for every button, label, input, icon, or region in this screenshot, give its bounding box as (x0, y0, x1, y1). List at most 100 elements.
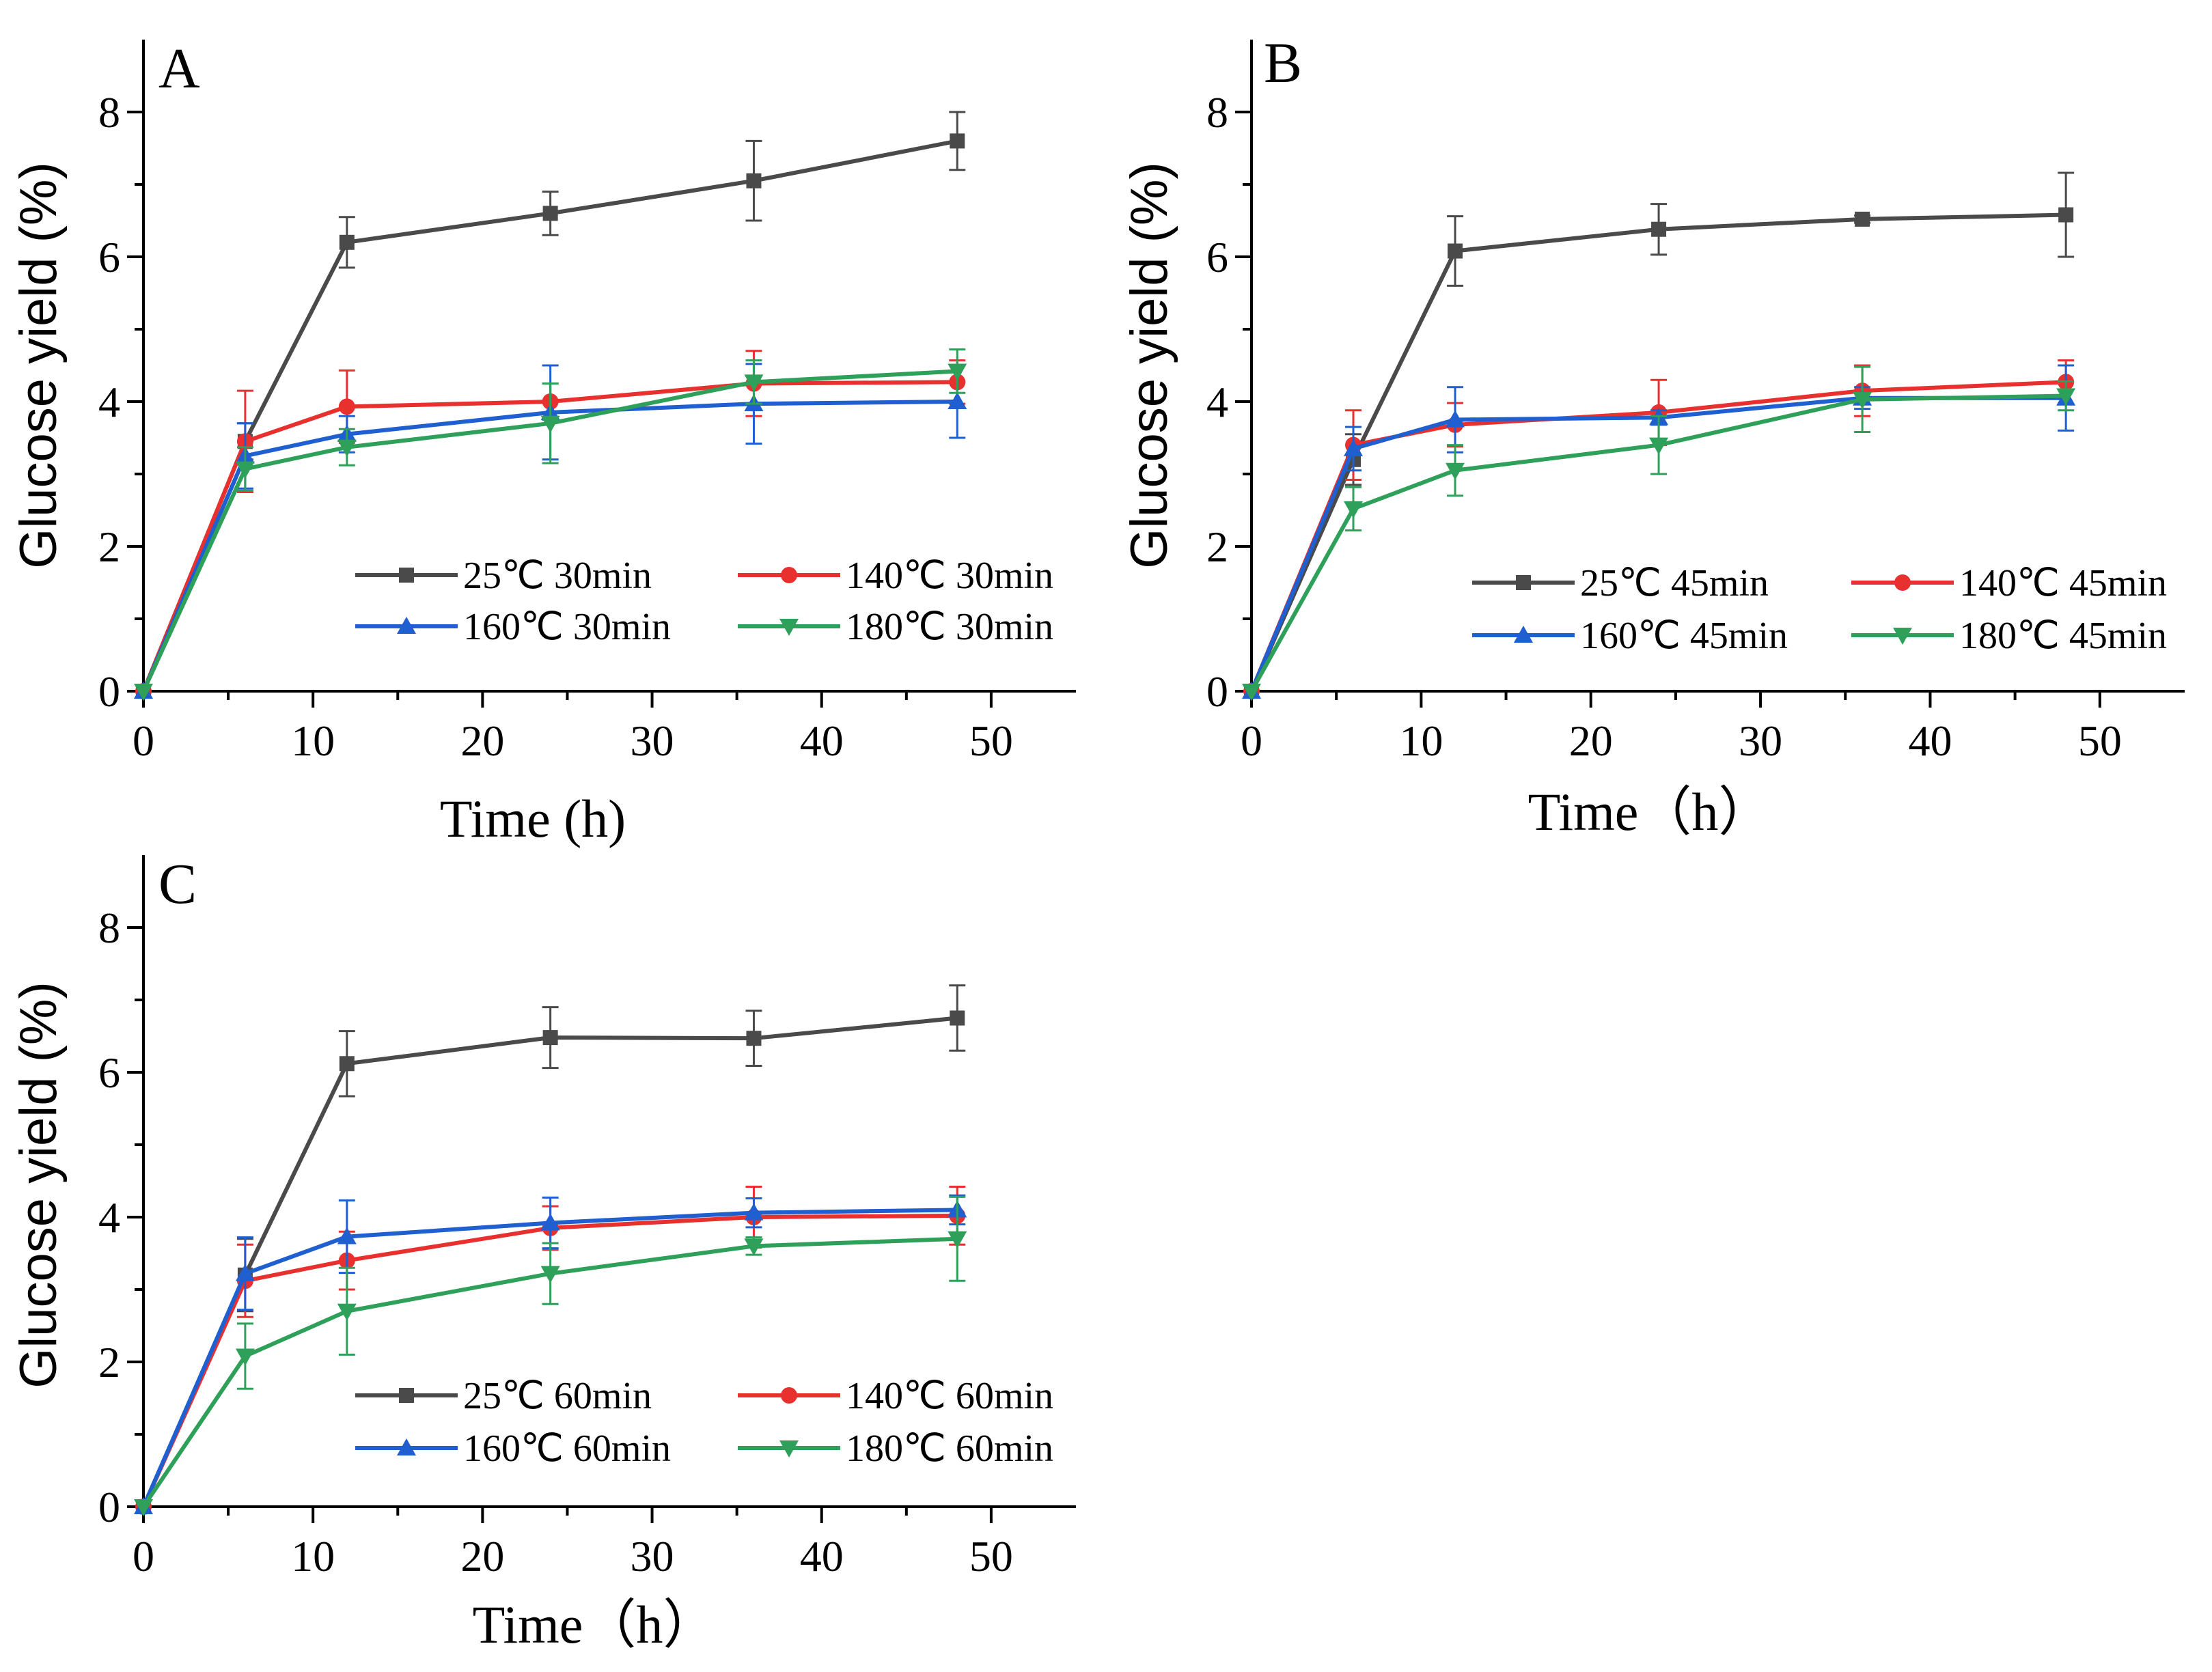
legend-label: 140℃ 60min (846, 1375, 1053, 1417)
panel-c: 0 10 20 30 40 50 0 2 4 6 8 Glucose yield (%) Time（h）… (10, 852, 1076, 1654)
x-tick-label: 0 (133, 716, 154, 765)
legend-marker (1893, 628, 1912, 645)
y-tick-label: 6 (98, 1048, 120, 1097)
x-tick-label: 20 (460, 1532, 504, 1580)
legend-marker (397, 617, 416, 634)
series-4 (134, 348, 967, 701)
legend-marker (779, 619, 799, 636)
x-tick-label: 50 (2078, 716, 2122, 765)
data-point (1855, 211, 1870, 227)
legend-marker (781, 1387, 797, 1404)
x-axis-title: Time（h） (1528, 782, 1772, 841)
legend-label: 160℃ 45min (1580, 615, 1788, 657)
y-tick-label: 0 (98, 667, 120, 716)
x-axis-title: Time（h） (473, 1595, 717, 1654)
y-tick-label: 2 (1206, 522, 1228, 571)
x-tick-label: 20 (460, 716, 504, 765)
data-point (950, 133, 965, 149)
series-line (141, 400, 958, 693)
x-axis-title: Time (h) (440, 789, 626, 848)
legend: 25℃ 60min 140℃ 60min 160℃ 60min 180℃ 60min (355, 1375, 1053, 1470)
y-tick-label: 8 (98, 88, 120, 137)
x-tick-label: 10 (291, 716, 335, 765)
series-line (1249, 212, 2066, 693)
y-tick-label: 4 (98, 378, 120, 426)
data-point (337, 1303, 357, 1321)
legend-marker (399, 1388, 414, 1403)
data-point (948, 392, 967, 409)
legend-marker (779, 1440, 799, 1458)
y-tick-label: 8 (1206, 88, 1228, 137)
legend-label: 180℃ 45min (1959, 615, 2167, 657)
y-axis-title: Glucose yield (%) (1120, 162, 1178, 569)
data-point (2058, 207, 2074, 223)
x-tick-label: 40 (1908, 716, 1952, 765)
data-point (542, 1030, 558, 1046)
series-4 (134, 1195, 967, 1516)
panel-b: 0 10 20 30 40 50 0 2 4 6 8 Glucose yield (%) Time（h）… (1120, 31, 2185, 841)
series-line (1249, 393, 2066, 693)
y-axis-title: Glucose yield (%) (10, 981, 68, 1389)
data-point (744, 374, 764, 392)
series-line (141, 369, 958, 693)
series-4 (1242, 365, 2076, 701)
x-tick-label: 50 (969, 716, 1013, 765)
data-point (337, 439, 357, 457)
y-tick-label: 6 (98, 233, 120, 281)
data-point (746, 173, 762, 189)
data-point (235, 1264, 255, 1281)
x-tick-label: 50 (969, 1532, 1013, 1580)
y-tick-label: 4 (1206, 378, 1228, 426)
y-tick-label: 8 (98, 904, 120, 952)
panel-a: 0 10 20 30 40 50 0 2 4 6 8 Glucose yield (%) Time (h… (10, 37, 1076, 848)
x-tick-label: 20 (1569, 716, 1613, 765)
legend-marker (781, 567, 797, 583)
data-point (1242, 684, 1261, 701)
legend: 25℃ 30min 140℃ 30min 160℃ 30min 180℃ 30min (355, 555, 1053, 648)
data-point (746, 1031, 762, 1046)
legend-marker (399, 568, 414, 583)
y-tick-label: 2 (98, 1338, 120, 1387)
data-point (1649, 437, 1669, 455)
legend-label: 140℃ 30min (846, 555, 1053, 597)
data-point (2056, 388, 2076, 406)
data-point (339, 234, 355, 250)
legend-label: 25℃ 30min (463, 555, 652, 597)
data-point (1651, 221, 1667, 237)
series-line (141, 1208, 958, 1508)
legend-marker (397, 1438, 416, 1455)
data-point (948, 1231, 967, 1249)
legend-marker (1516, 575, 1531, 590)
data-point (540, 1213, 560, 1231)
x-tick-label: 40 (800, 716, 844, 765)
legend-label: 180℃ 60min (846, 1427, 1053, 1470)
legend-label: 140℃ 45min (1959, 562, 2167, 604)
x-tick-label: 30 (631, 716, 674, 765)
data-point (134, 1499, 153, 1516)
data-point (339, 1056, 355, 1072)
legend-label: 160℃ 30min (463, 606, 671, 648)
legend-label: 25℃ 60min (463, 1375, 652, 1417)
y-tick-label: 4 (98, 1193, 120, 1242)
data-point (134, 684, 153, 701)
data-point (744, 1203, 764, 1221)
panel-label: A (158, 37, 200, 100)
legend: 25℃ 45min 140℃ 45min 160℃ 45min 180℃ 45min (1472, 562, 2167, 657)
series-line (141, 1213, 958, 1508)
data-point (1344, 438, 1364, 456)
panel-label: C (158, 852, 197, 916)
x-tick-label: 0 (1241, 716, 1262, 765)
data-point (948, 363, 967, 381)
data-point (1448, 243, 1463, 259)
data-point (1344, 501, 1364, 518)
x-tick-label: 10 (1399, 716, 1443, 765)
series-line (141, 1236, 958, 1508)
legend-label: 25℃ 45min (1580, 562, 1769, 604)
data-point (540, 415, 560, 433)
y-tick-label: 0 (98, 1483, 120, 1531)
legend-label: 160℃ 60min (463, 1427, 671, 1470)
y-tick-label: 6 (1206, 233, 1228, 281)
legend-label: 180℃ 30min (846, 606, 1053, 648)
data-point (1446, 462, 1465, 480)
